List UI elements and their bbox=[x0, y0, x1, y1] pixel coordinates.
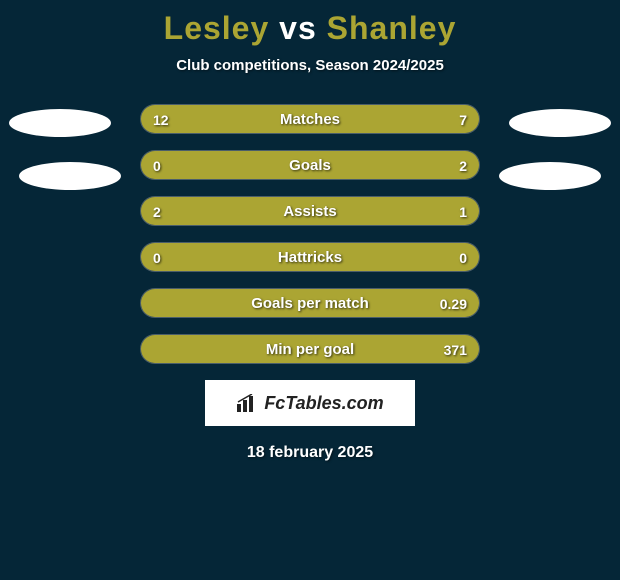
stat-value-right: 371 bbox=[444, 335, 467, 364]
footer-brand: FcTables.com bbox=[264, 393, 383, 414]
stat-label: Min per goal bbox=[141, 335, 479, 364]
comparison-title: Lesley vs Shanley bbox=[0, 0, 620, 47]
subtitle: Club competitions, Season 2024/2025 bbox=[0, 57, 620, 74]
comparison-content: Matches127Goals02Assists21Hattricks00Goa… bbox=[0, 104, 620, 364]
stat-value-left: 0 bbox=[153, 243, 161, 272]
date-text: 18 february 2025 bbox=[0, 444, 620, 462]
stat-label: Goals per match bbox=[141, 289, 479, 318]
stat-row: Hattricks0 0 bbox=[140, 242, 480, 272]
stat-label: Matches bbox=[141, 105, 479, 134]
stat-value-right: 0 bbox=[459, 243, 467, 272]
stat-bars: Matches127Goals02Assists21Hattricks00Goa… bbox=[140, 104, 480, 364]
stat-value-left: 2 bbox=[153, 197, 161, 226]
vs-text: vs bbox=[279, 10, 317, 46]
stat-value-right: 2 bbox=[459, 151, 467, 180]
footer-badge: FcTables.com bbox=[205, 380, 415, 426]
fctables-logo-icon bbox=[236, 394, 258, 412]
player1-avatar bbox=[9, 109, 111, 137]
stat-row: Goals per match0.29 bbox=[140, 288, 480, 318]
player2-avatar bbox=[509, 109, 611, 137]
player1-name: Lesley bbox=[164, 10, 270, 46]
player1-club-avatar bbox=[19, 162, 121, 190]
stat-row: Assists2 1 bbox=[140, 196, 480, 226]
stat-row: Matches12 7 bbox=[140, 104, 480, 134]
player2-name: Shanley bbox=[327, 10, 457, 46]
stat-value-right: 1 bbox=[459, 197, 467, 226]
stat-row: Goals0 2 bbox=[140, 150, 480, 180]
stat-value-left: 0 bbox=[153, 151, 161, 180]
player2-club-avatar bbox=[499, 162, 601, 190]
stat-label: Goals bbox=[141, 151, 479, 180]
stat-value-right: 0.29 bbox=[440, 289, 467, 318]
stat-value-right: 7 bbox=[459, 105, 467, 134]
stat-label: Hattricks bbox=[141, 243, 479, 272]
stat-value-left: 12 bbox=[153, 105, 169, 134]
stat-label: Assists bbox=[141, 197, 479, 226]
stat-row: Min per goal371 bbox=[140, 334, 480, 364]
